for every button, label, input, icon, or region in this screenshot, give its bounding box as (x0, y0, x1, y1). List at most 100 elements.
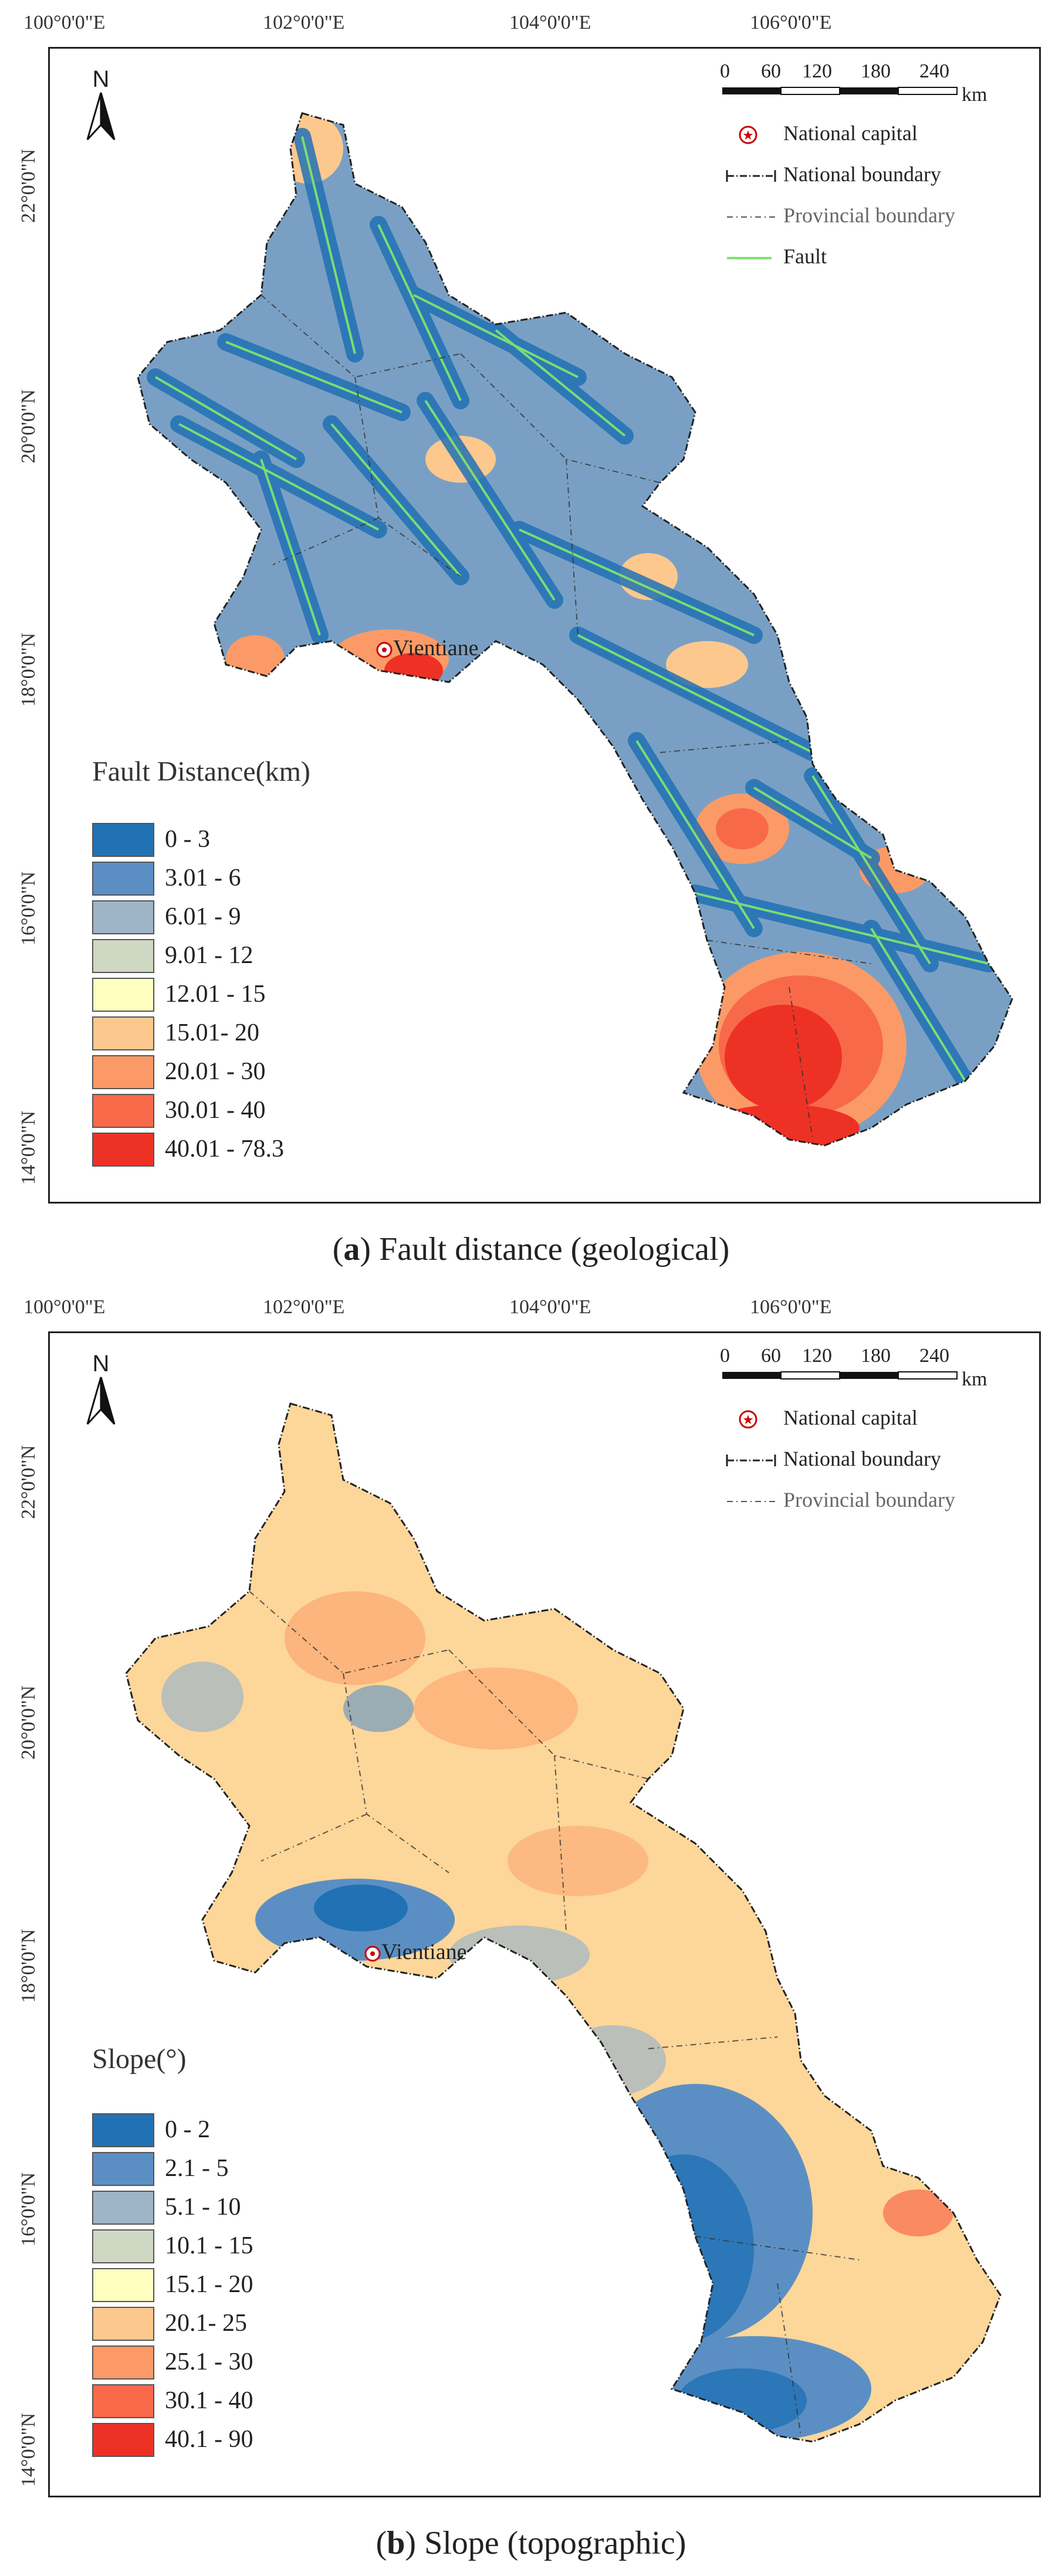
north-arrow: N (80, 1351, 121, 1427)
fault-line-icon (727, 257, 772, 259)
capital-star-icon: ★ (739, 1410, 757, 1429)
north-arrow: N (80, 66, 121, 143)
legend-class-swatch (92, 1016, 154, 1050)
legend-national-boundary: National boundary (725, 1447, 1018, 1473)
legend-provincial-boundary: Provincial boundary (725, 204, 1036, 230)
legend-class-swatch (92, 978, 154, 1012)
legend-class-swatch (92, 2268, 154, 2302)
lon-tick-label: 104°0'0"E (509, 12, 591, 33)
legend-class-swatch (92, 1094, 154, 1128)
capital-label: Vientiane (393, 636, 479, 660)
lat-tick-label: 22°0'0"N (18, 148, 39, 223)
legend-class-row: 15.1 - 20 (92, 2268, 385, 2303)
svg-text:★: ★ (742, 128, 754, 143)
legend-class-row: 15.01- 20 (92, 1016, 385, 1052)
legend-class-label: 20.1- 25 (165, 2310, 247, 2337)
legend-class-label: 12.01 - 15 (165, 981, 266, 1008)
caption-text: Fault distance (geological) (379, 1231, 730, 1267)
scale-value: 0 (720, 60, 730, 82)
scale-value: 60 (761, 1345, 781, 1367)
legend-class-label: 15.1 - 20 (165, 2271, 253, 2298)
legend-class-row: 10.1 - 15 (92, 2229, 385, 2265)
legend-label: National boundary (783, 162, 941, 186)
legend-class-row: 30.01 - 40 (92, 1094, 385, 1129)
legend-label: National capital (783, 121, 918, 145)
lon-tick-label: 100°0'0"E (23, 1296, 106, 1318)
legend-class-row: 12.01 - 15 (92, 978, 385, 1013)
legend-class-label: 30.1 - 40 (165, 2387, 253, 2414)
legend-class-row: 40.01 - 78.3 (92, 1133, 385, 1168)
slope-map (125, 1402, 1002, 2443)
legend-class-row: 40.1 - 90 (92, 2423, 385, 2458)
legend-class-swatch (92, 2384, 154, 2418)
lat-tick-label: 22°0'0"N (18, 1445, 39, 1519)
scale-bar: 0 60 120 180 240 km (720, 60, 1013, 119)
scale-value: 240 (919, 1345, 949, 1367)
provincial-boundaries (249, 1591, 860, 2436)
panel-slope: 100°0'0"E 102°0'0"E 104°0'0"E 106°0'0"E … (0, 1284, 1062, 2576)
lon-tick-label: 106°0'0"E (750, 1296, 832, 1318)
legend-class-row: 25.1 - 30 (92, 2345, 385, 2381)
legend-label: Fault (783, 245, 827, 268)
legend-class-swatch (92, 2423, 154, 2457)
legend-class-swatch (92, 2191, 154, 2225)
national-boundary-icon (726, 170, 776, 182)
legend-label: Provincial boundary (783, 1488, 955, 1511)
legend-label: National capital (783, 1406, 918, 1429)
map-frame: Vientiane N 0 60 120 180 240 km (48, 1331, 1041, 2497)
lat-tick-label: 14°0'0"N (18, 2412, 39, 2487)
legend-class-swatch (92, 823, 154, 857)
north-arrow-icon (86, 92, 116, 141)
scale-bar-graphic (722, 87, 958, 95)
lat-tick-label: 18°0'0"N (18, 1928, 39, 2003)
panel-caption: (b) Slope (topographic) (376, 2525, 686, 2561)
legend-class-row: 30.1 - 40 (92, 2384, 385, 2419)
legend-class-row: 5.1 - 10 (92, 2191, 385, 2226)
legend-title: Fault Distance(km) (92, 756, 310, 787)
legend-class-swatch (92, 939, 154, 973)
lat-tick-label: 14°0'0"N (18, 1110, 39, 1185)
legend-class-label: 6.01 - 9 (165, 903, 241, 930)
national-boundary-icon (726, 1455, 776, 1466)
scale-value: 120 (802, 1345, 832, 1367)
provincial-boundaries (261, 294, 872, 1140)
legend-national-capital: ★ National capital (725, 121, 1018, 148)
lat-tick-label: 16°0'0"N (18, 871, 39, 945)
legend-class-row: 0 - 2 (92, 2113, 385, 2148)
north-arrow-icon (86, 1377, 116, 1425)
legend-class-swatch (92, 2113, 154, 2147)
scale-value: 240 (919, 60, 949, 82)
capital-marker (376, 642, 393, 658)
scale-value: 0 (720, 1345, 730, 1367)
legend-label: National boundary (783, 1447, 941, 1470)
legend-title: Slope(°) (92, 2043, 187, 2075)
capital-label: Vientiane (381, 1940, 467, 1964)
legend-class-label: 9.01 - 12 (165, 942, 253, 969)
lon-tick-label: 104°0'0"E (509, 1296, 591, 1318)
legend-class-row: 3.01 - 6 (92, 862, 385, 897)
lat-tick-label: 20°0'0"N (18, 1685, 39, 1760)
scale-unit: km (962, 84, 987, 106)
legend-class-swatch (92, 900, 154, 934)
caption-text: Slope (topographic) (424, 2525, 686, 2561)
legend-class-row: 20.01 - 30 (92, 1055, 385, 1090)
lon-tick-label: 102°0'0"E (263, 1296, 345, 1318)
legend-class-label: 25.1 - 30 (165, 2348, 253, 2375)
north-letter: N (92, 1351, 110, 1377)
lat-tick-label: 20°0'0"N (18, 389, 39, 463)
legend-class-swatch (92, 2152, 154, 2186)
legend-class-row: 20.1- 25 (92, 2307, 385, 2342)
legend-national-capital: ★ National capital (725, 1406, 1018, 1432)
legend-class-label: 20.01 - 30 (165, 1058, 266, 1085)
legend-class-swatch (92, 2345, 154, 2380)
lat-tick-label: 18°0'0"N (18, 632, 39, 707)
legend-class-row: 6.01 - 9 (92, 900, 385, 936)
legend-class-label: 0 - 2 (165, 2116, 210, 2143)
caption-letter: b (387, 2525, 405, 2561)
legend-national-boundary: National boundary (725, 162, 1018, 189)
scale-value: 180 (861, 60, 891, 82)
scale-value: 120 (802, 60, 832, 82)
legend-class-label: 40.01 - 78.3 (165, 1136, 284, 1162)
capital-marker (364, 1945, 381, 1962)
provincial-boundary-icon (727, 1501, 775, 1502)
